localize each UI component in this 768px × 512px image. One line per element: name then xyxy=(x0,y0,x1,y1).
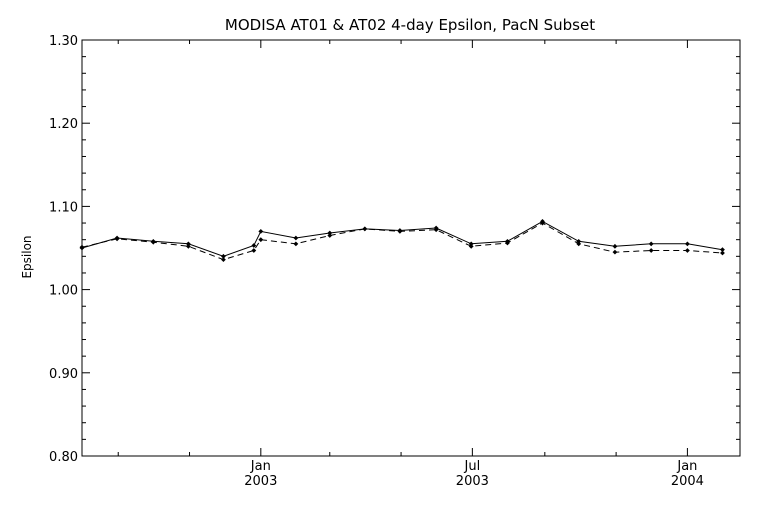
y-tick-label: 1.30 xyxy=(49,34,78,49)
solid-series-point xyxy=(185,241,191,247)
solid-series-point xyxy=(327,230,333,236)
dashed-series-point xyxy=(576,241,582,247)
y-tick-label: 1.00 xyxy=(49,284,78,299)
dashed-series-point xyxy=(397,228,403,234)
x-tick-year-label: 2004 xyxy=(671,474,704,489)
y-axis: 0.80 0.90 1.00 1.10 1.20 1.30 xyxy=(49,34,740,465)
series-group xyxy=(79,218,725,263)
solid-series-point xyxy=(685,241,690,247)
solid-series-point xyxy=(648,241,654,247)
dashed-series-point xyxy=(258,237,264,243)
dashed-series-point xyxy=(221,257,226,263)
dashed-series-point xyxy=(505,240,510,246)
series-solid-line xyxy=(81,220,723,257)
solid-series-point xyxy=(293,235,299,241)
dashed-series-point xyxy=(114,236,120,242)
dashed-series-point xyxy=(540,220,545,226)
dashed-series-point xyxy=(185,243,191,249)
y-axis-label: Epsilon xyxy=(20,235,34,278)
solid-series-point xyxy=(720,247,725,253)
x-tick-year-label: 2003 xyxy=(456,474,489,489)
y-tick-label: 1.20 xyxy=(49,117,78,132)
dashed-series-point xyxy=(720,250,725,256)
x-tick-month-label: Jan xyxy=(676,459,697,474)
dashed-series-point xyxy=(433,227,439,233)
dashed-series-point xyxy=(468,243,474,249)
solid-series-point xyxy=(612,243,618,249)
series-dashed-line xyxy=(81,222,723,261)
solid-series-point xyxy=(221,253,226,259)
dashed-series-point xyxy=(362,226,368,232)
plot-frame xyxy=(81,39,741,457)
y-tick-label: 1.10 xyxy=(49,200,78,215)
dashed-series-point xyxy=(327,233,333,238)
y-tick-label: 0.80 xyxy=(49,450,78,465)
dashed-series-point xyxy=(612,249,618,255)
y-tick-label: 0.90 xyxy=(49,367,78,382)
dashed-series-point xyxy=(648,248,654,253)
dashed-series-point xyxy=(79,244,85,250)
dashed-series-point xyxy=(685,248,690,253)
x-tick-month-label: Jul xyxy=(464,459,481,474)
x-tick-year-label: 2003 xyxy=(244,474,277,489)
solid-series-point xyxy=(251,243,257,248)
dashed-series-point xyxy=(251,248,257,253)
x-tick-month-label: Jan xyxy=(250,459,271,474)
dashed-series-point xyxy=(293,241,299,247)
solid-series-point xyxy=(576,238,582,244)
dashed-series-point xyxy=(150,239,156,245)
chart-title: MODISA AT01 & AT02 4-day Epsilon, PacN S… xyxy=(225,16,595,34)
solid-series-point xyxy=(468,241,474,247)
solid-series-point xyxy=(258,228,264,234)
